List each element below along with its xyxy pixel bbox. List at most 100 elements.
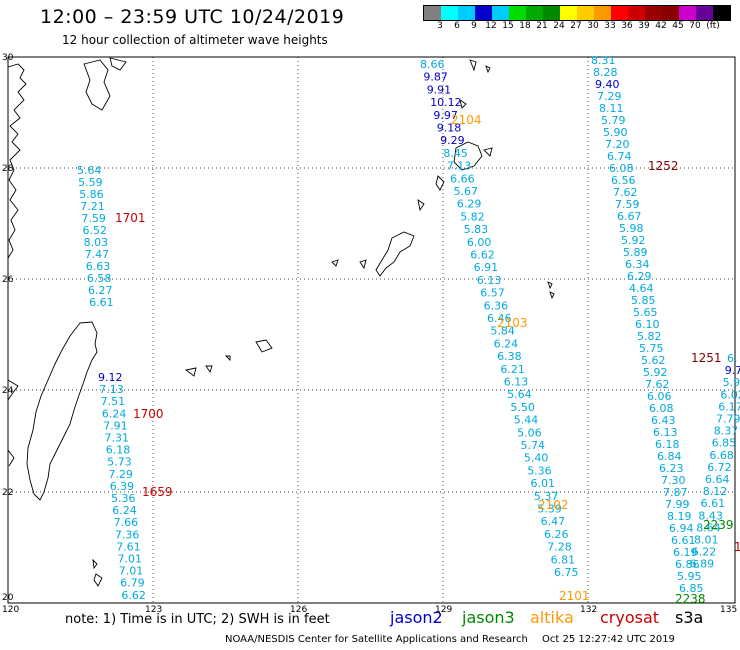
wave-height-value: 6.75: [554, 566, 579, 579]
wave-height-value: 5.92: [621, 234, 646, 247]
wave-height-value: 8.66: [420, 58, 445, 71]
wave-height-value: 8.03: [84, 236, 109, 249]
wave-height-value: 6.13: [653, 426, 678, 439]
color-swatch: [424, 6, 441, 20]
wave-height-value: 6.38: [497, 350, 521, 363]
color-swatch: [526, 6, 543, 20]
wave-height-value: 6.34: [625, 258, 650, 271]
wave-height-value: 6.81: [551, 553, 576, 566]
wave-height-value: 5.73: [107, 456, 132, 469]
track-time-label: 2102: [538, 498, 569, 512]
color-swatch: [509, 6, 526, 20]
wave-height-value: 6.85: [712, 437, 737, 450]
wave-height-value: 7.91: [103, 419, 128, 432]
wave-height-value: 5.95: [677, 570, 702, 583]
wave-height-value: 6.24: [112, 504, 137, 517]
color-swatch: [441, 6, 458, 20]
wave-height-value: 6.68: [709, 449, 734, 462]
wave-height-value: 9.12: [98, 371, 123, 384]
wave-height-value: 5.64: [507, 388, 531, 401]
longitude-label: 135: [720, 605, 737, 615]
wave-height-value: 6.56: [611, 174, 636, 187]
miyako-islands: [255, 339, 273, 353]
longitude-label: 123: [145, 605, 162, 615]
track-time-label: 1700: [133, 407, 164, 421]
wave-height-value: 6.67: [617, 210, 642, 223]
legend-jason3: jason3: [462, 608, 515, 627]
wave-height-value: 5.59: [78, 176, 103, 189]
color-swatch: [645, 6, 662, 20]
wave-height-value: 9.40: [595, 78, 620, 91]
wave-height-value: 7.99: [665, 498, 690, 511]
wave-height-value: 6.22: [692, 546, 717, 559]
wave-height-value: 8.01: [694, 534, 719, 547]
wave-height-value: 6.24: [102, 407, 127, 420]
wave-height-value: 7.47: [85, 248, 110, 261]
color-swatch: [628, 6, 645, 20]
color-scale-tick-label: 18: [519, 21, 531, 31]
wave-height-value: 6.26: [544, 528, 569, 541]
wave-height-value: 5.82: [460, 210, 485, 223]
wave-height-value: 6.08: [609, 162, 634, 175]
track-time-labels: 1701 1700 1659 2104 2103 2102 2101 1252 1251 2239…: [115, 113, 740, 606]
wave-height-value: 8.12: [703, 485, 728, 498]
wave-height-value: 5.50: [510, 401, 535, 414]
color-scale-tick-label: 33: [604, 21, 616, 31]
wave-height-value: 6.02: [720, 388, 740, 401]
wave-height-value: 7.30: [661, 474, 686, 487]
wave-height-value: 5.44: [514, 414, 539, 427]
wave-height-value: 8.28: [593, 66, 618, 79]
wave-height-value: 6.61: [89, 296, 114, 309]
color-swatch: [543, 6, 560, 20]
wave-height-value: 6.13: [504, 376, 529, 389]
map-frame: [7, 56, 736, 604]
latitude-label: 20: [2, 593, 14, 603]
wave-height-value: 8.11: [599, 102, 624, 115]
wave-height-value: 9.97: [433, 109, 458, 122]
wave-height-value: 5.82: [637, 330, 662, 343]
wave-height-value: 7.13: [447, 160, 472, 173]
wave-height-value: 5.62: [641, 354, 666, 367]
legend-cryosat: cryosat: [600, 608, 660, 627]
color-scale-tick-label: 3: [437, 21, 443, 31]
wave-height-value: 5.92: [643, 366, 668, 379]
graticule: [8, 57, 735, 603]
color-swatch: [492, 6, 509, 20]
color-swatch: [713, 6, 730, 20]
wave-height-value: 7.62: [645, 378, 670, 391]
track-time-label: 1701: [115, 211, 146, 225]
wave-height-value: 6.66: [450, 172, 475, 185]
color-swatch: [679, 6, 696, 20]
wave-height-value: 6.79: [120, 577, 145, 590]
wave-height-value: 5.86: [79, 188, 104, 201]
generation-timestamp: Oct 25 12:27:42 UTC 2019: [542, 634, 675, 645]
page-title: 12:00 – 23:59 UTC 10/24/2019: [40, 6, 345, 28]
altimeter-tracks: 5.645.595.867.217.596.528.037.476.636.58…: [77, 54, 740, 602]
wave-height-value: 5.40: [524, 452, 549, 465]
color-scale-tick-label: 45: [672, 21, 684, 31]
wave-height-value: 6.08: [649, 402, 674, 415]
land-outlines: [7, 57, 555, 587]
wave-height-value: 6.46: [487, 312, 512, 325]
wave-height-value: 6.74: [607, 150, 632, 163]
wave-height-value: 7.66: [114, 516, 139, 529]
latitude-label: 30: [2, 53, 14, 63]
wave-height-value: 6.84: [657, 450, 682, 463]
wave-height-value: 9.18: [437, 122, 462, 135]
wave-height-value: 5.65: [633, 306, 658, 319]
color-swatch: [662, 6, 679, 20]
color-swatch: [594, 6, 611, 20]
wave-height-value: 5.36: [527, 464, 552, 477]
okinawa-outline: [375, 231, 415, 277]
color-scale-tick-label: 30: [587, 21, 599, 31]
longitude-label: 126: [290, 605, 307, 615]
track-time-label: 2101: [559, 589, 590, 603]
track-time-label: 2239: [703, 518, 734, 532]
wave-height-value: 6.61: [671, 534, 696, 547]
wave-height-value: 5.79: [601, 114, 626, 127]
wave-height-value: 8.43: [698, 509, 723, 522]
wave-height-value: 7.79: [716, 413, 740, 426]
wave-height-value: 7.59: [615, 198, 640, 211]
wave-height-value: 7.59: [81, 212, 106, 225]
color-swatch: [458, 6, 475, 20]
